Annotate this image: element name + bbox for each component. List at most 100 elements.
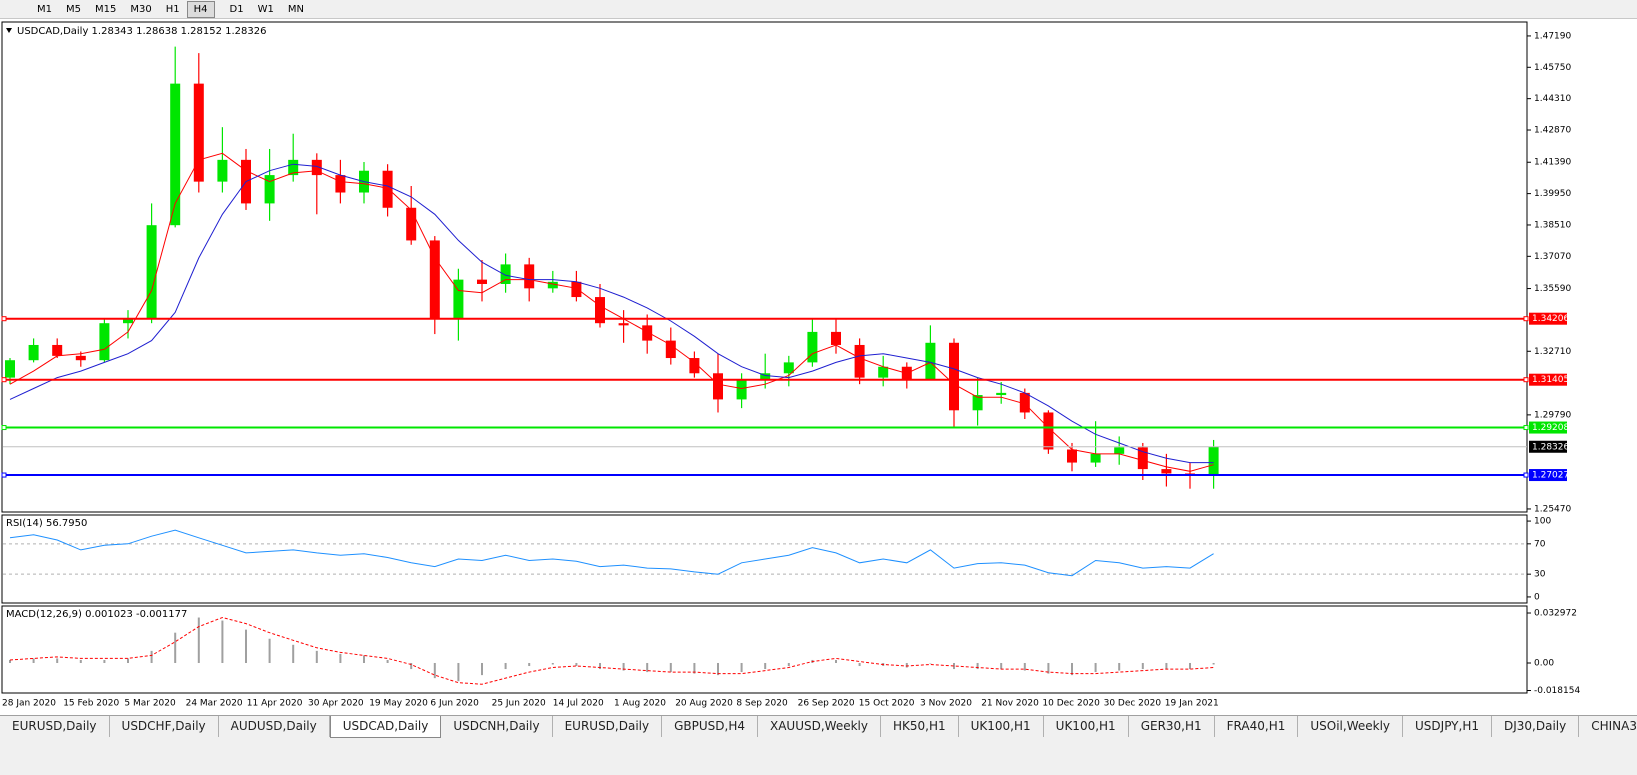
macd-bar bbox=[622, 662, 625, 671]
x-tick-label: 3 Nov 2020 bbox=[920, 699, 972, 709]
x-tick-label: 25 Jun 2020 bbox=[492, 699, 546, 709]
candle-body bbox=[75, 355, 86, 361]
candle-body bbox=[689, 358, 700, 374]
x-tick-label: 26 Sep 2020 bbox=[798, 699, 855, 709]
symbol-tab[interactable]: DJ30,Daily bbox=[1492, 716, 1580, 737]
symbol-tab[interactable]: UK100,H1 bbox=[1044, 716, 1129, 737]
macd-bar bbox=[197, 617, 200, 663]
candle-body bbox=[193, 83, 204, 182]
candle-body bbox=[477, 279, 487, 284]
candle-body bbox=[5, 360, 15, 378]
macd-bar bbox=[905, 662, 908, 668]
timeframe-button[interactable]: M1 bbox=[37, 3, 52, 15]
candle-body bbox=[1067, 449, 1077, 463]
macd-bar bbox=[929, 662, 932, 664]
macd-bar bbox=[386, 659, 389, 663]
macd-bar bbox=[481, 662, 483, 676]
candle-body bbox=[665, 340, 676, 359]
symbol-tab[interactable]: USDJPY,H1 bbox=[1403, 716, 1492, 737]
macd-bar bbox=[292, 644, 295, 663]
timeframe-button[interactable]: H4 bbox=[186, 0, 215, 18]
macd-bar bbox=[575, 662, 578, 667]
macd-bar bbox=[339, 653, 342, 663]
x-tick-label: 5 Mar 2020 bbox=[124, 699, 176, 709]
moving-average bbox=[9, 163, 1214, 464]
candle-body bbox=[571, 281, 582, 298]
candle-body bbox=[288, 159, 299, 176]
main-panel bbox=[1, 21, 1528, 513]
symbol-tab[interactable]: USOil,Weekly bbox=[1298, 716, 1404, 737]
x-tick-label: 30 Dec 2020 bbox=[1104, 699, 1162, 709]
symbol-tab[interactable]: EURUSD,Daily bbox=[0, 716, 110, 737]
level-handle bbox=[1, 425, 7, 431]
symbol-tab[interactable]: USDCNH,Daily bbox=[441, 716, 553, 737]
candle-body bbox=[595, 297, 605, 324]
timeframe-button[interactable]: H1 bbox=[165, 3, 180, 15]
candle-body bbox=[854, 344, 865, 378]
level-handle bbox=[1523, 425, 1529, 431]
moving-average bbox=[9, 152, 1214, 472]
candle-body bbox=[949, 342, 959, 411]
candle-body bbox=[146, 225, 157, 319]
y-tick-label: 1.44310 bbox=[1534, 94, 1571, 104]
timeframe-button[interactable]: D1 bbox=[229, 3, 244, 15]
x-tick-label: 1 Aug 2020 bbox=[614, 699, 666, 709]
macd-bar bbox=[1212, 662, 1215, 665]
macd-bar bbox=[1071, 662, 1073, 676]
timeframe-button[interactable]: M30 bbox=[130, 3, 152, 15]
symbol-tab[interactable]: USDCAD,Daily bbox=[329, 716, 442, 738]
macd-bar bbox=[79, 659, 82, 663]
symbol-tab[interactable]: UK100,H1 bbox=[959, 716, 1044, 737]
symbol-tab[interactable]: HK50,H1 bbox=[881, 716, 959, 737]
macd-bar bbox=[433, 662, 436, 679]
y-tick-label: 1.29790 bbox=[1534, 410, 1571, 420]
macd-bar bbox=[56, 658, 59, 663]
y-tick-label: 1.45750 bbox=[1534, 63, 1571, 73]
y-tick-label: 1.47190 bbox=[1534, 31, 1571, 41]
x-tick-label: 14 Jul 2020 bbox=[553, 699, 604, 709]
symbol-tab[interactable]: FRA40,H1 bbox=[1215, 716, 1299, 737]
symbol-tab[interactable]: EURUSD,Daily bbox=[553, 716, 663, 737]
candle-body bbox=[878, 366, 889, 378]
symbol-tab[interactable]: AUDUSD,Daily bbox=[219, 716, 330, 737]
candle-body bbox=[925, 342, 936, 380]
level-label: 1.29208 bbox=[1532, 423, 1569, 433]
macd-bar bbox=[9, 659, 11, 663]
y-tick-label: 70 bbox=[1534, 539, 1546, 549]
macd-bar bbox=[1189, 662, 1191, 670]
macd-bar bbox=[551, 662, 554, 665]
timeframe-button[interactable]: M5 bbox=[66, 3, 81, 15]
symbol-tab[interactable]: CHINA300,H1 bbox=[1579, 716, 1637, 737]
macd-bar bbox=[457, 662, 460, 682]
x-tick-label: 6 Jun 2020 bbox=[430, 699, 479, 709]
candle-body bbox=[406, 207, 417, 241]
macd-bar bbox=[693, 662, 696, 674]
timeframe-button[interactable]: W1 bbox=[257, 3, 274, 15]
symbol-tab[interactable]: XAUUSD,Weekly bbox=[758, 716, 881, 737]
macd-bar bbox=[150, 650, 153, 663]
x-tick-label: 10 Dec 2020 bbox=[1042, 699, 1100, 709]
candle-body bbox=[760, 373, 771, 380]
candle-body bbox=[1114, 447, 1125, 454]
level-handle bbox=[1523, 316, 1529, 322]
level-handle bbox=[1, 316, 7, 322]
level-handle bbox=[1, 377, 7, 383]
y-tick-label: 1.35590 bbox=[1534, 284, 1571, 294]
level-handle bbox=[1, 472, 7, 478]
macd-bar bbox=[953, 662, 955, 670]
candle-body bbox=[123, 318, 133, 324]
candle-body bbox=[524, 264, 535, 289]
macd-bar bbox=[268, 638, 271, 663]
macd-bar bbox=[103, 659, 106, 663]
candle-body bbox=[170, 83, 181, 226]
x-tick-label: 30 Apr 2020 bbox=[308, 699, 364, 709]
candle-body bbox=[311, 159, 322, 176]
symbol-tab[interactable]: GBPUSD,H4 bbox=[662, 716, 758, 737]
timeframe-button[interactable]: M15 bbox=[95, 3, 117, 15]
macd-bar bbox=[127, 658, 129, 663]
symbol-tab[interactable]: USDCHF,Daily bbox=[110, 716, 219, 737]
symbol-tab[interactable]: GER30,H1 bbox=[1129, 716, 1215, 737]
timeframe-button[interactable]: MN bbox=[287, 3, 304, 15]
macd-bar bbox=[1118, 662, 1121, 671]
